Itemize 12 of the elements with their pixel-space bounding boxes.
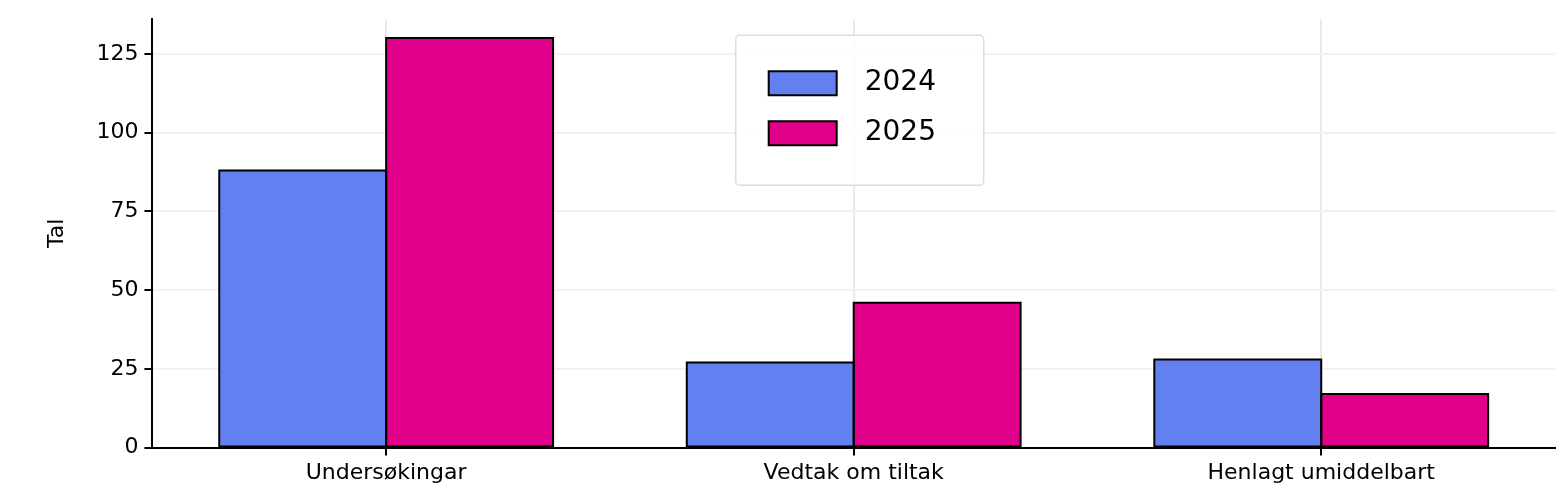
legend-label: 2024 xyxy=(864,64,936,98)
legend-label: 2025 xyxy=(864,114,936,148)
y-tick-label: 25 xyxy=(110,354,139,380)
y-tick-label: 125 xyxy=(96,39,139,65)
y-tick-label: 0 xyxy=(124,433,139,459)
x-tick-label: Henlagt umiddelbart xyxy=(1207,458,1436,484)
y-axis-title: Tal xyxy=(42,218,68,250)
y-tick-label: 50 xyxy=(110,275,139,301)
x-tick-label: Undersøkingar xyxy=(305,458,468,484)
y-tick-label: 75 xyxy=(110,197,139,223)
y-tick-label: 100 xyxy=(96,118,139,144)
x-tick-label: Vedtak om tiltak xyxy=(763,458,945,484)
